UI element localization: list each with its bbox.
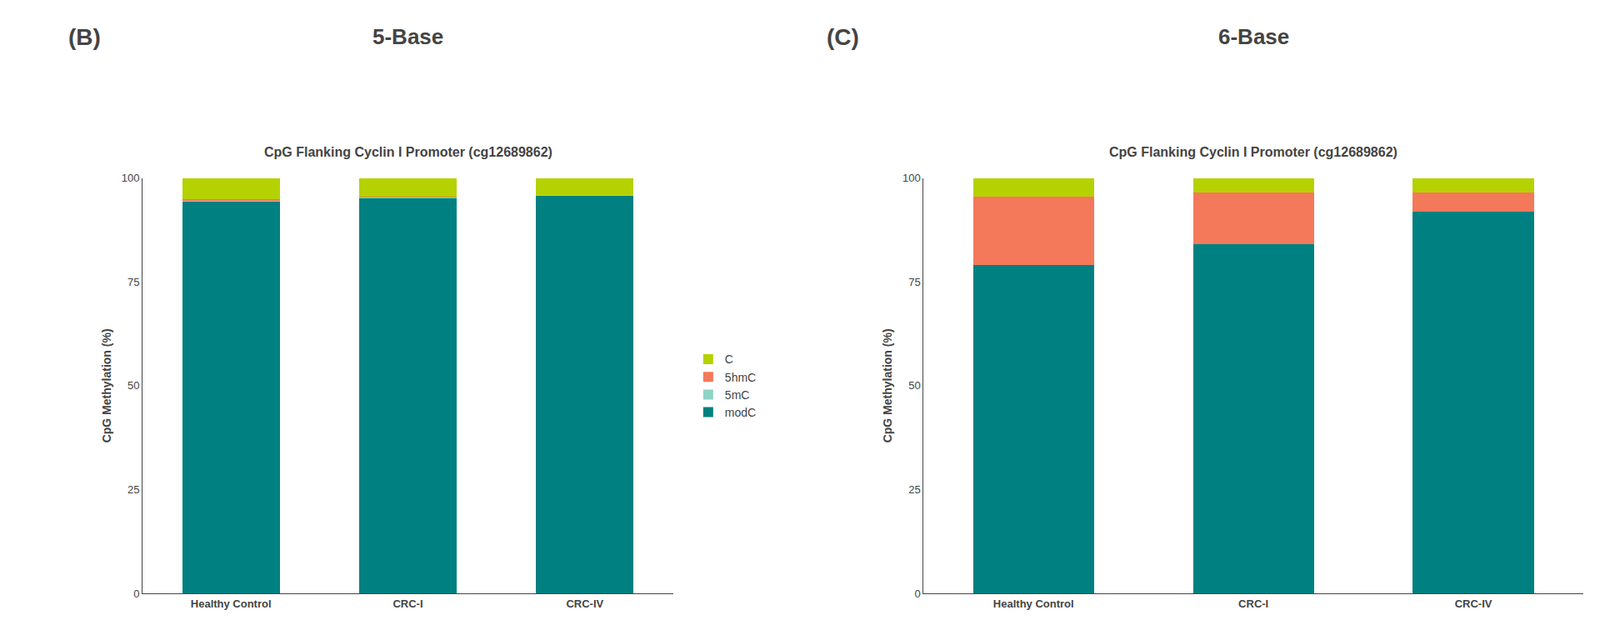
svg-text:5mC: 5mC xyxy=(725,388,750,402)
svg-text:Healthy Control: Healthy Control xyxy=(190,597,272,610)
svg-text:25: 25 xyxy=(908,483,920,496)
svg-text:5hmC: 5hmC xyxy=(725,370,756,385)
svg-text:Healthy Control: Healthy Control xyxy=(993,597,1075,610)
svg-text:(C): (C) xyxy=(826,24,860,50)
svg-text:CRC-IV: CRC-IV xyxy=(565,597,604,610)
svg-text:C: C xyxy=(725,352,734,366)
svg-text:CpG Flanking Cyclin I Promoter: CpG Flanking Cyclin I Promoter (cg126898… xyxy=(1109,145,1398,160)
svg-text:75: 75 xyxy=(127,275,140,289)
svg-text:100: 100 xyxy=(121,171,140,185)
svg-text:5-Base: 5-Base xyxy=(372,24,444,50)
svg-text:CpG Methylation (%): CpG Methylation (%) xyxy=(100,328,114,443)
svg-text:CRC-I: CRC-I xyxy=(392,597,423,610)
svg-text:100: 100 xyxy=(902,171,921,185)
svg-text:50: 50 xyxy=(127,379,140,392)
svg-text:CRC-I: CRC-I xyxy=(1238,597,1269,610)
svg-text:0: 0 xyxy=(133,587,140,600)
svg-text:CRC-IV: CRC-IV xyxy=(1455,597,1493,610)
svg-text:6-Base: 6-Base xyxy=(1218,24,1290,50)
svg-text:75: 75 xyxy=(908,275,920,289)
svg-text:0: 0 xyxy=(914,587,920,600)
svg-text:CpG Methylation (%): CpG Methylation (%) xyxy=(880,328,895,443)
svg-text:CpG Flanking Cyclin I Promoter: CpG Flanking Cyclin I Promoter (cg126898… xyxy=(264,145,553,160)
svg-text:50: 50 xyxy=(908,379,920,392)
svg-text:modC: modC xyxy=(725,405,756,420)
svg-text:25: 25 xyxy=(127,483,140,496)
svg-text:(B): (B) xyxy=(68,24,101,50)
